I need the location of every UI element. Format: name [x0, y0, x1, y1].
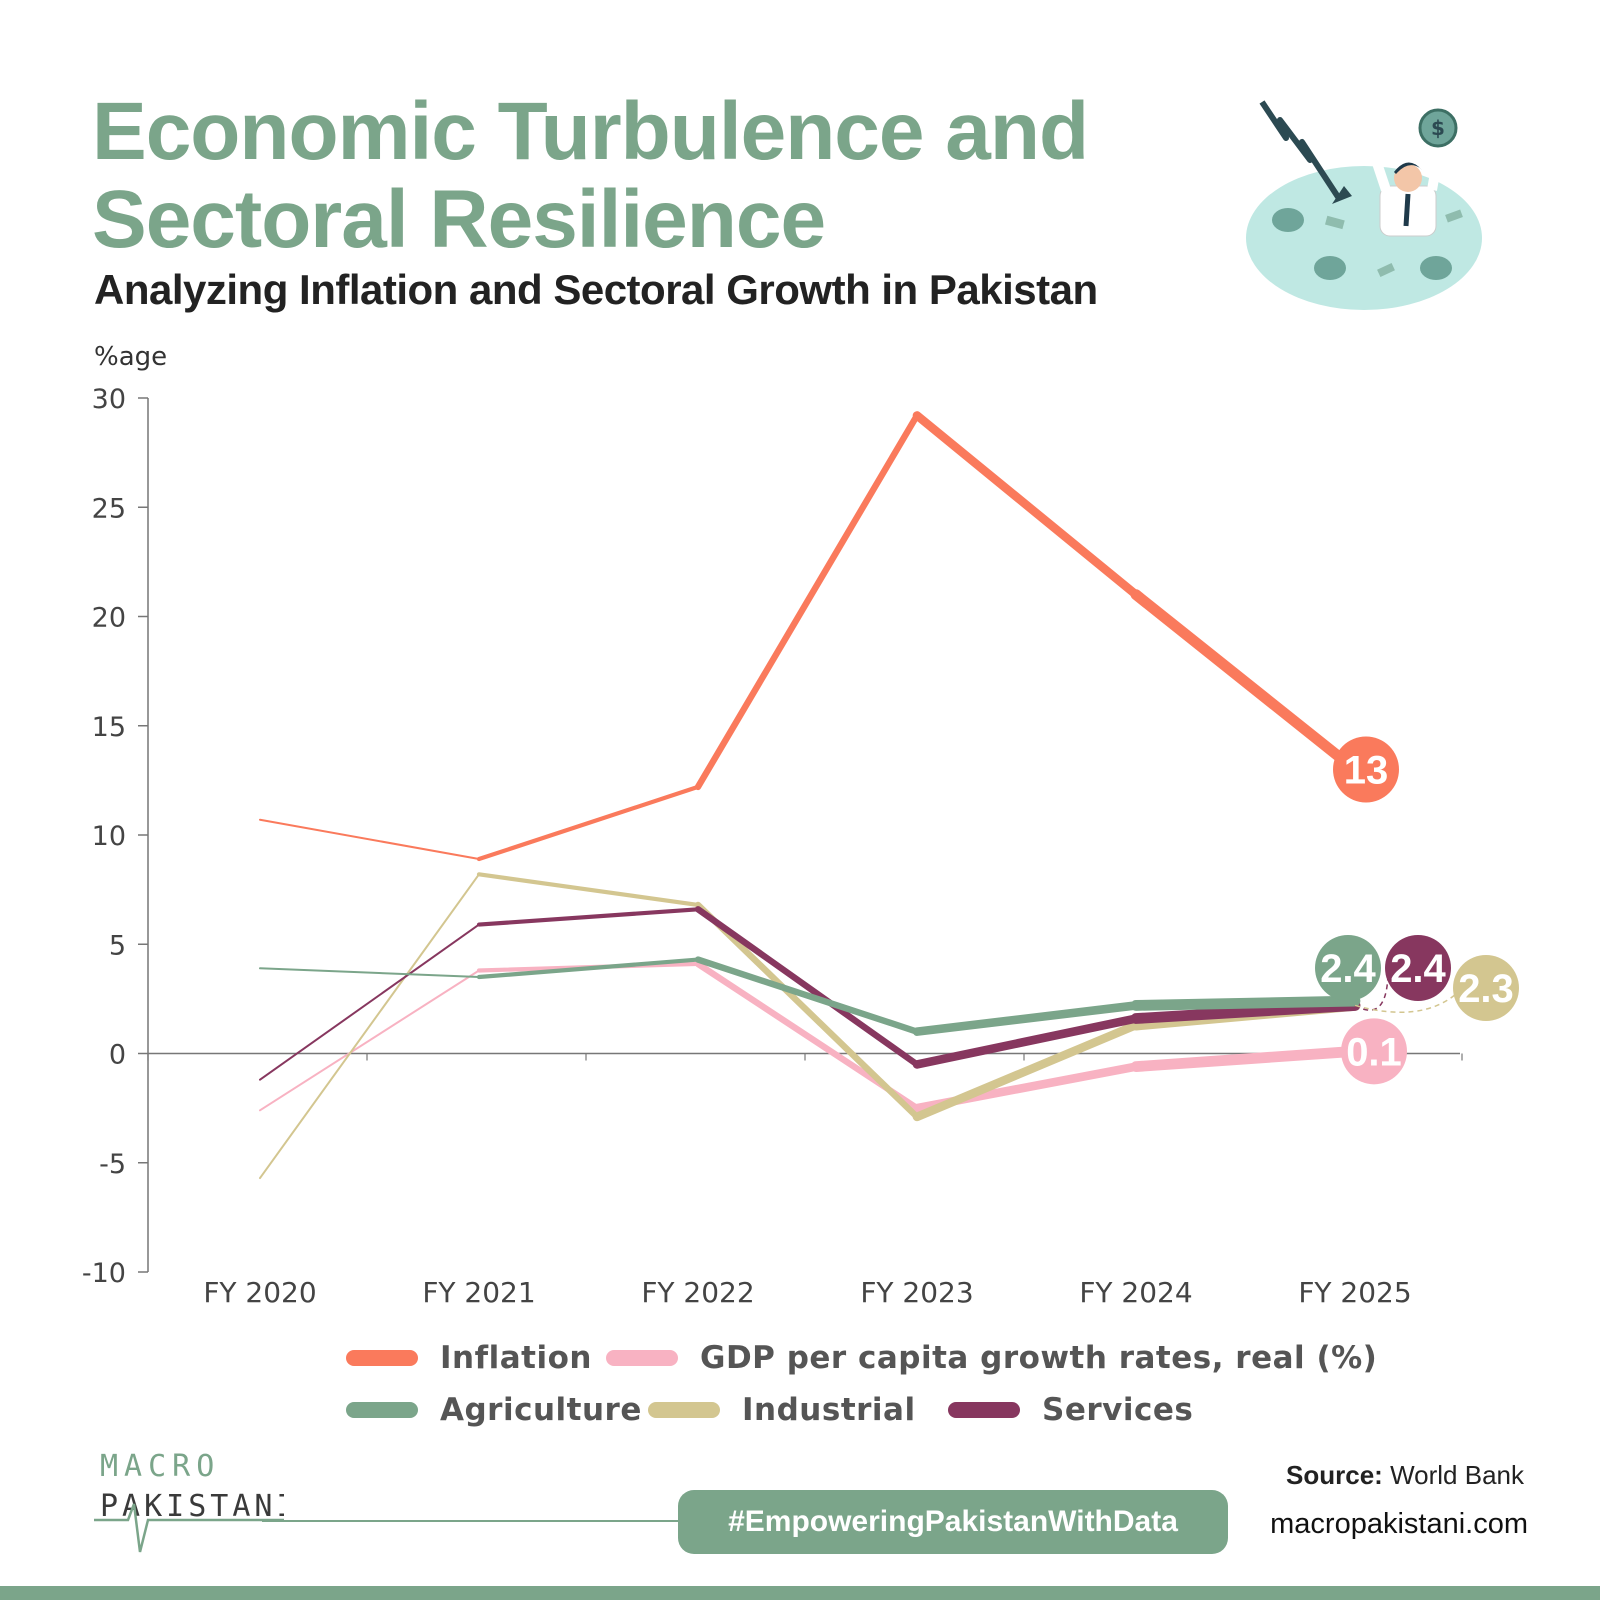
- series-segment: [476, 907, 701, 927]
- series-segment: [1130, 1045, 1361, 1073]
- legend-label: Services: [1042, 1392, 1194, 1428]
- series-industrial: [259, 872, 1361, 1180]
- series-segment: [912, 1020, 1141, 1122]
- legend-item: Services: [948, 1392, 1193, 1428]
- end-label-bubble: [1333, 736, 1399, 803]
- chart-title: Economic Turbulence and Sectoral Resilie…: [92, 86, 1089, 265]
- legend-item: Agriculture: [346, 1392, 642, 1428]
- legend-label: Industrial: [742, 1392, 916, 1428]
- legend-swatch: [648, 1402, 720, 1418]
- y-tick-label: 20: [92, 603, 126, 634]
- series-segment: [694, 901, 921, 1121]
- end-label-text: 0.1: [1346, 1030, 1402, 1074]
- series-segment: [694, 906, 921, 1068]
- footer-divider-line: [262, 1520, 682, 1522]
- end-label-bubble: [1385, 935, 1451, 1001]
- series-segment: [259, 873, 480, 1180]
- legend-label: GDP per capita growth rates, real (%): [700, 1340, 1378, 1376]
- series-inflation: [259, 411, 1361, 862]
- bottom-accent-bar: [0, 1586, 1600, 1600]
- y-tick-label: 0: [109, 1040, 126, 1071]
- y-tick-label: 15: [92, 712, 126, 743]
- y-tick-label: 10: [92, 821, 126, 852]
- series-segment: [912, 411, 1141, 599]
- end-label-bubble: [1453, 955, 1519, 1021]
- legend-swatch: [346, 1350, 418, 1366]
- legend-item: GDP per capita growth rates, real (%): [606, 1340, 1377, 1376]
- series-segment: [694, 956, 921, 1035]
- x-tick-label: FY 2022: [641, 1276, 754, 1309]
- legend-swatch: [346, 1402, 418, 1418]
- source-label: Source:: [1286, 1460, 1383, 1490]
- series-segment: [912, 1001, 1141, 1036]
- sinking-economy-illustration-icon: $: [1246, 100, 1482, 310]
- series-segment: [694, 412, 921, 791]
- x-tick-label: FY 2020: [203, 1276, 316, 1309]
- series-segment: [259, 923, 480, 1081]
- source-note: Source: World Bank: [1286, 1460, 1524, 1491]
- x-tick-label: FY 2024: [1079, 1276, 1192, 1309]
- legend-label: Agriculture: [440, 1392, 642, 1428]
- series-segment: [476, 784, 701, 862]
- series-segment: [912, 1014, 1141, 1069]
- y-tick-label: 30: [92, 384, 126, 415]
- x-tick-label: FY 2021: [422, 1276, 535, 1309]
- end-label-text: 2.4: [1320, 947, 1376, 991]
- legend-item: Inflation: [346, 1340, 592, 1376]
- label-leader-line: [1354, 993, 1457, 1013]
- series-segment: [259, 967, 480, 979]
- x-tick-label: FY 2023: [860, 1276, 973, 1309]
- macro-pakistani-logo: MACRO PAKISTANI: [94, 1449, 284, 1553]
- svg-text:$: $: [1431, 116, 1445, 140]
- legend-item: Industrial: [648, 1392, 916, 1428]
- series-services: [259, 906, 1361, 1081]
- series-segment: [476, 957, 701, 980]
- series-segment: [476, 872, 701, 908]
- logo-line1: MACRO: [100, 1449, 220, 1484]
- end-label-bubble: [1315, 935, 1381, 1001]
- y-axis-label: %age: [94, 342, 167, 372]
- hashtag-badge: #EmpoweringPakistanWithData: [678, 1490, 1228, 1554]
- legend-swatch: [948, 1402, 1020, 1418]
- legend-label: Inflation: [440, 1340, 592, 1376]
- end-label-text: 2.3: [1458, 967, 1514, 1011]
- x-tick-label: FY 2025: [1298, 1276, 1411, 1309]
- y-tick-label: -5: [99, 1149, 126, 1180]
- y-tick-label: -10: [82, 1258, 126, 1289]
- chart-legend: Inflation GDP per capita growth rates, re…: [0, 1340, 1600, 1430]
- logo-line2: PAKISTANI: [100, 1489, 284, 1524]
- series-agriculture: [259, 956, 1361, 1036]
- end-label-text: 2.4: [1390, 947, 1446, 991]
- series-segment: [259, 818, 480, 861]
- chart-subtitle: Analyzing Inflation and Sectoral Growth …: [94, 266, 1098, 313]
- legend-swatch: [606, 1350, 678, 1366]
- series-segment: [1130, 589, 1361, 775]
- website-url[interactable]: macropakistani.com: [1270, 1508, 1528, 1540]
- y-tick-label: 5: [109, 930, 126, 961]
- y-tick-label: 25: [92, 493, 126, 524]
- end-label-text: 13: [1344, 748, 1389, 792]
- source-value: World Bank: [1390, 1460, 1524, 1490]
- end-label-bubble: [1341, 1018, 1407, 1085]
- series-segment: [259, 969, 480, 1112]
- line-chart: %age -10 -5 0 5 10 15 20 25 30 FY 2020 FY 2021 FY 20…: [82, 342, 1519, 1309]
- series-segment: [1130, 995, 1361, 1011]
- series-segment: [1130, 1000, 1361, 1024]
